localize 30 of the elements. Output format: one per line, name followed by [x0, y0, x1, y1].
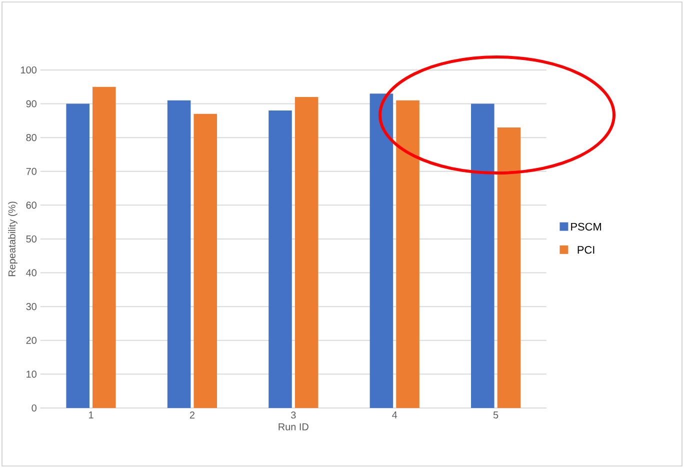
legend-label: PCI: [578, 246, 594, 254]
bar: [167, 100, 191, 408]
y-tick-label: 40: [26, 269, 37, 276]
y-tick-label: 30: [26, 303, 37, 310]
x-tick-label: 3: [291, 412, 296, 419]
x-tick-label: 2: [190, 412, 194, 418]
bar: [370, 94, 394, 408]
bar: [396, 100, 420, 408]
y-tick-label: 50: [26, 235, 37, 243]
bar: [66, 104, 90, 408]
y-tick-label: 60: [26, 202, 37, 209]
y-tick-label: 100: [21, 66, 36, 74]
y-tick-label: 10: [26, 370, 37, 378]
x-tick-label: 4: [392, 412, 398, 418]
y-tick-label: 0: [32, 404, 37, 412]
x-tick-label: 1: [89, 412, 94, 418]
bar: [92, 86, 116, 408]
y-tick-label: 70: [26, 168, 37, 175]
bar: [268, 110, 292, 408]
y-axis-title: Repeatability (%): [8, 202, 18, 276]
x-tick-label: 5: [493, 412, 498, 418]
x-axis-title: Run ID: [278, 423, 308, 430]
bar: [194, 114, 218, 408]
y-tick-label: 80: [26, 134, 37, 142]
bar: [497, 127, 521, 408]
legend-label: PSCM: [571, 222, 601, 231]
y-tick-label: 20: [26, 336, 37, 344]
bar: [471, 104, 494, 408]
bar: [294, 97, 318, 408]
y-tick-label: 90: [26, 100, 37, 108]
